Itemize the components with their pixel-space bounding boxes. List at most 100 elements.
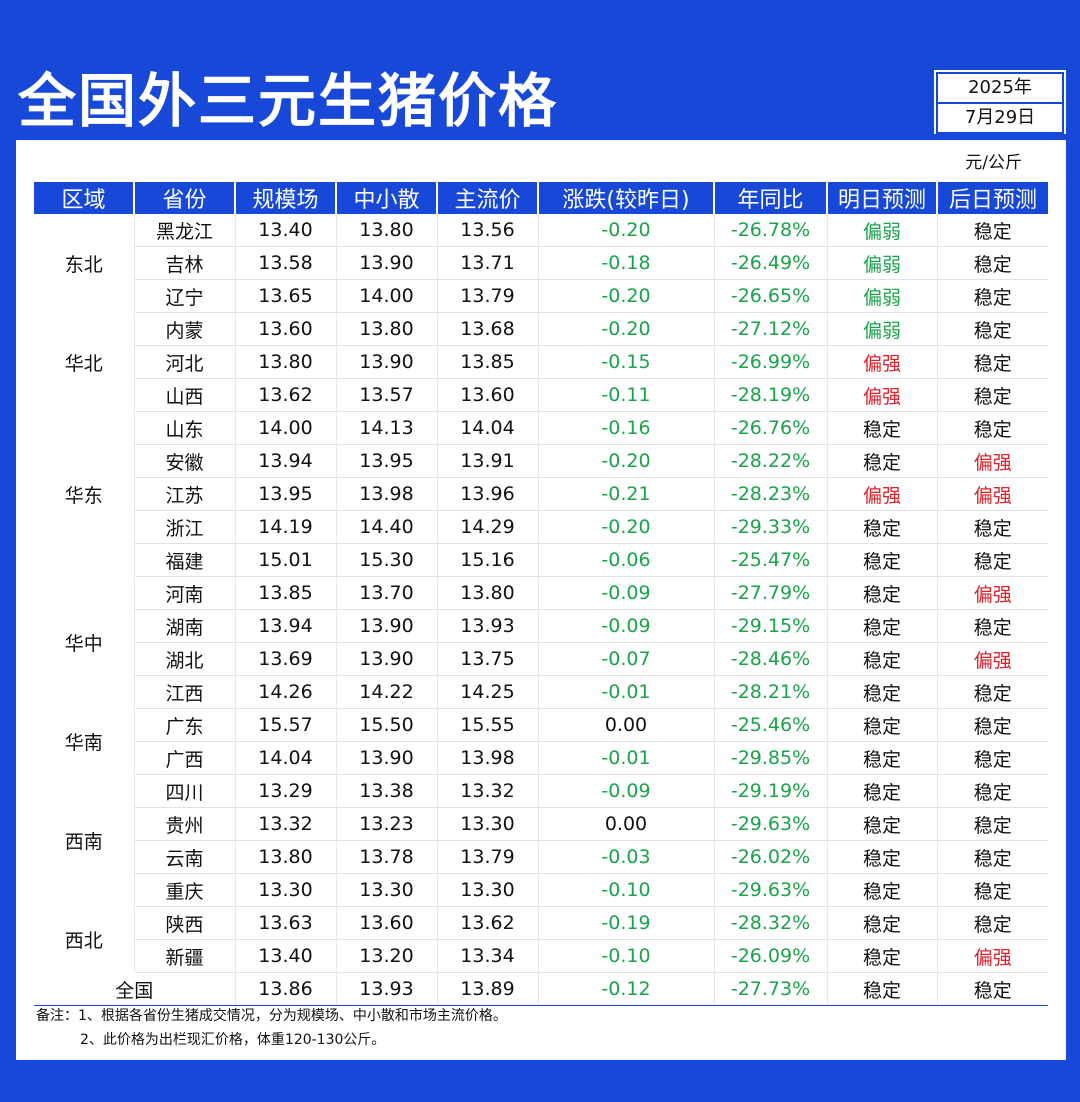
small-farm-price: 14.00	[335, 279, 437, 313]
mainstream-price: 13.79	[436, 279, 538, 313]
note-1: 备注：1、根据各省份生猪成交情况，分为规模场、中小散和市场主流价格。	[36, 1008, 507, 1024]
yoy: -26.99%	[713, 345, 827, 379]
mainstream-price: 13.30	[436, 807, 538, 841]
small-farm-price: 14.40	[335, 510, 437, 544]
forecast-day-after: 稳定	[936, 279, 1048, 313]
mainstream-price: 14.04	[436, 411, 538, 445]
change: -0.06	[537, 543, 714, 577]
header-mainstream: 主流价	[436, 182, 538, 214]
yoy: -29.63%	[713, 807, 827, 841]
forecast-day-after: 稳定	[936, 345, 1048, 379]
forecast-tomorrow: 稳定	[826, 609, 937, 643]
table-row: 西北 陕西 13.63 13.60 13.62 -0.19 -28.32% 稳定 稳定	[34, 906, 1048, 973]
mainstream-price: 13.93	[436, 609, 538, 643]
mainstream-price: 13.89	[436, 972, 538, 1006]
table-body: 东北 黑龙江 13.40 13.80 13.56 -0.20 -26.78% 偏弱 稳定 吉林 13…	[34, 214, 1048, 1006]
small-farm-price: 13.93	[335, 972, 437, 1006]
table-row: 新疆 13.40 13.20 13.34 -0.10 -26.09% 稳定 偏强	[34, 939, 1048, 973]
forecast-day-after: 稳定	[936, 972, 1048, 1006]
mainstream-price: 13.91	[436, 444, 538, 478]
large-farm-price: 13.80	[234, 840, 336, 874]
forecast-tomorrow: 稳定	[826, 708, 937, 742]
change: -0.15	[537, 345, 714, 379]
change: 0.00	[537, 708, 714, 742]
table-row: 华中 河南 13.85 13.70 13.80 -0.09 -27.79% 稳定 偏强	[34, 576, 1048, 709]
province: 河北	[133, 345, 235, 379]
yoy: -27.73%	[713, 972, 827, 1006]
forecast-tomorrow: 偏强	[826, 477, 937, 511]
forecast-tomorrow: 稳定	[826, 807, 937, 841]
yoy: -25.47%	[713, 543, 827, 577]
mainstream-price: 13.85	[436, 345, 538, 379]
yoy: -26.78%	[713, 214, 827, 247]
table-row: 福建 15.01 15.30 15.16 -0.06 -25.47% 稳定 稳定	[34, 543, 1048, 577]
forecast-tomorrow: 稳定	[826, 939, 937, 973]
large-farm-price: 13.86	[234, 972, 336, 1006]
change: -0.19	[537, 906, 714, 940]
small-farm-price: 13.23	[335, 807, 437, 841]
mainstream-price: 13.68	[436, 312, 538, 346]
yoy: -27.12%	[713, 312, 827, 346]
change: -0.12	[537, 972, 714, 1006]
large-farm-price: 14.26	[234, 675, 336, 709]
large-farm-price: 15.57	[234, 708, 336, 742]
change: -0.18	[537, 246, 714, 280]
table-row: 吉林 13.58 13.90 13.71 -0.18 -26.49% 偏弱 稳定	[34, 246, 1048, 280]
large-farm-price: 13.94	[234, 444, 336, 478]
forecast-tomorrow: 稳定	[826, 972, 937, 1006]
forecast-tomorrow: 偏弱	[826, 279, 937, 313]
forecast-day-after: 稳定	[936, 741, 1048, 775]
change: -0.21	[537, 477, 714, 511]
forecast-day-after: 稳定	[936, 543, 1048, 577]
mainstream-price: 13.34	[436, 939, 538, 973]
yoy: -29.33%	[713, 510, 827, 544]
large-farm-price: 13.40	[234, 939, 336, 973]
region-cell: 西南	[34, 774, 134, 907]
change: -0.20	[537, 214, 714, 247]
header-region: 区域	[34, 182, 134, 214]
region-cell: 华中	[34, 576, 134, 709]
table-row: 浙江 14.19 14.40 14.29 -0.20 -29.33% 稳定 稳定	[34, 510, 1048, 544]
mainstream-price: 13.71	[436, 246, 538, 280]
province: 湖北	[133, 642, 235, 676]
large-farm-price: 13.80	[234, 345, 336, 379]
small-farm-price: 13.80	[335, 312, 437, 346]
yoy: -28.23%	[713, 477, 827, 511]
province: 河南	[133, 576, 235, 610]
mainstream-price: 14.25	[436, 675, 538, 709]
yoy: -25.46%	[713, 708, 827, 742]
yoy: -26.65%	[713, 279, 827, 313]
table-row: 重庆 13.30 13.30 13.30 -0.10 -29.63% 稳定 稳定	[34, 873, 1048, 907]
change: -0.20	[537, 444, 714, 478]
small-farm-price: 13.30	[335, 873, 437, 907]
small-farm-price: 13.20	[335, 939, 437, 973]
forecast-day-after: 稳定	[936, 411, 1048, 445]
small-farm-price: 13.80	[335, 214, 437, 247]
forecast-day-after: 偏强	[936, 477, 1048, 511]
province: 辽宁	[133, 279, 235, 313]
date-year: 2025年	[938, 74, 1062, 104]
table-row: 西南 四川 13.29 13.38 13.32 -0.09 -29.19% 稳定 稳定	[34, 774, 1048, 907]
mainstream-price: 13.60	[436, 378, 538, 412]
change: -0.09	[537, 609, 714, 643]
large-farm-price: 13.58	[234, 246, 336, 280]
yoy: -29.19%	[713, 774, 827, 808]
change: -0.20	[537, 312, 714, 346]
notes: 备注：1、根据各省份生猪成交情况，分为规模场、中小散和市场主流价格。 2、此价格…	[36, 1004, 507, 1052]
small-farm-price: 13.95	[335, 444, 437, 478]
small-farm-price: 14.22	[335, 675, 437, 709]
small-farm-price: 13.78	[335, 840, 437, 874]
forecast-tomorrow: 稳定	[826, 840, 937, 874]
large-farm-price: 13.30	[234, 873, 336, 907]
mainstream-price: 13.80	[436, 576, 538, 610]
table-row: 河北 13.80 13.90 13.85 -0.15 -26.99% 偏强 稳定	[34, 345, 1048, 379]
table-header-row: 区域 省份 规模场 中小散 主流价 涨跌(较昨日) 年同比 明日预测 后日预测	[34, 182, 1048, 214]
large-farm-price: 13.40	[234, 214, 336, 247]
table-row: 安徽 13.94 13.95 13.91 -0.20 -28.22% 稳定 偏强	[34, 444, 1048, 478]
forecast-tomorrow: 稳定	[826, 675, 937, 709]
change: -0.16	[537, 411, 714, 445]
forecast-tomorrow: 偏弱	[826, 312, 937, 346]
date-day: 7月29日	[964, 107, 1036, 128]
mainstream-price: 14.29	[436, 510, 538, 544]
large-farm-price: 13.32	[234, 807, 336, 841]
